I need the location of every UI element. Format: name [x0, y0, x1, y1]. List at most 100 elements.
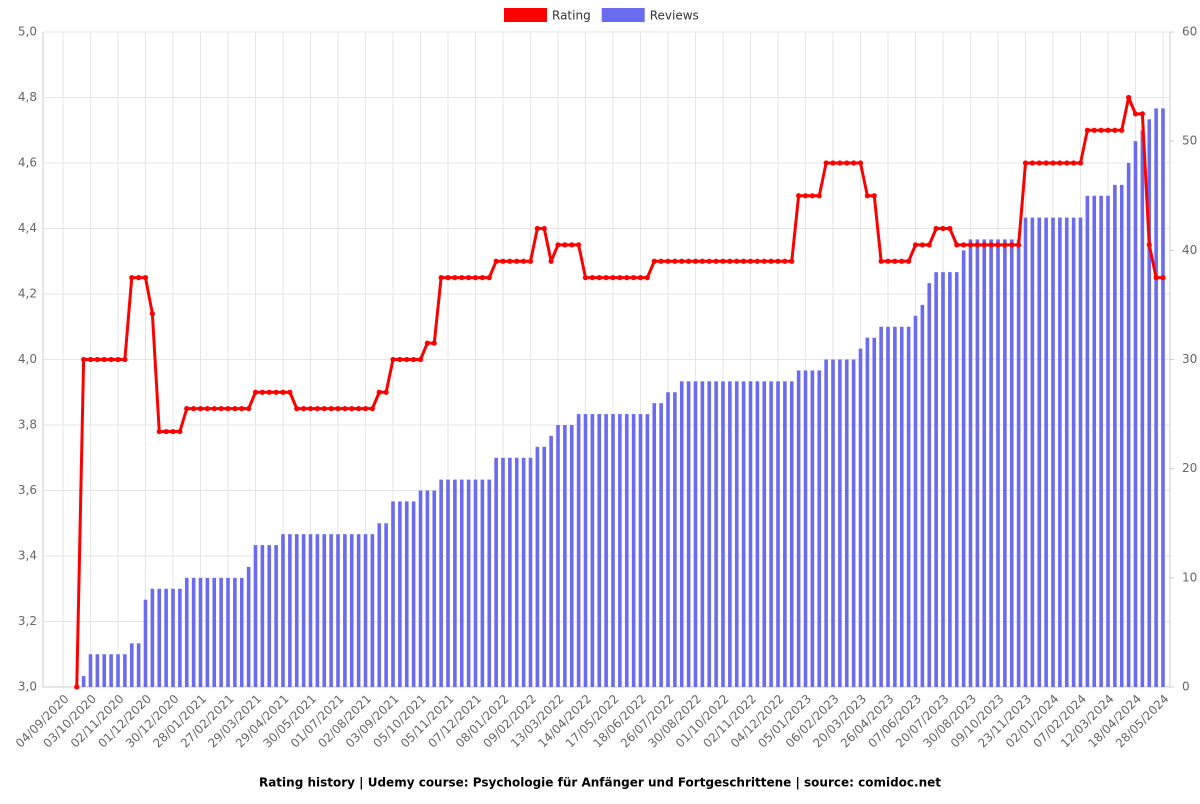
- rating-point: [816, 193, 822, 199]
- rating-point: [617, 275, 623, 281]
- bar: [363, 534, 368, 687]
- bar: [1003, 239, 1007, 687]
- rating-point: [1126, 94, 1132, 101]
- rating-point: [466, 275, 472, 281]
- rating-point: [906, 258, 912, 264]
- rating-point: [383, 389, 389, 395]
- bar: [1106, 195, 1110, 687]
- bar: [205, 577, 210, 687]
- bar: [1078, 217, 1083, 688]
- rating-point: [885, 258, 891, 264]
- rating-point: [823, 160, 829, 166]
- rating-point: [411, 356, 417, 363]
- y-tick-label: 3,6: [18, 483, 37, 497]
- bar: [576, 414, 581, 687]
- rating-point: [521, 258, 527, 264]
- y2-tick-label: 0: [1182, 680, 1190, 694]
- rating-point: [1105, 127, 1111, 133]
- bar: [432, 490, 437, 687]
- rating-point: [486, 275, 492, 281]
- rating-point: [431, 340, 437, 346]
- bar: [638, 414, 643, 687]
- bar: [1092, 195, 1097, 687]
- rating-point: [1139, 111, 1145, 117]
- rating-point: [603, 275, 609, 281]
- rating-point: [349, 406, 355, 412]
- rating-point: [692, 258, 699, 264]
- rating-point: [954, 242, 960, 248]
- rating-point: [87, 356, 94, 363]
- bar: [906, 326, 911, 687]
- bar: [707, 381, 712, 687]
- bar: [954, 272, 959, 687]
- rating-point: [266, 389, 272, 395]
- rating-point: [1084, 127, 1090, 133]
- bar: [783, 381, 787, 687]
- y-tick-label: 4,6: [18, 156, 37, 170]
- bar: [95, 654, 100, 687]
- rating-point: [142, 275, 149, 281]
- bar: [370, 534, 375, 687]
- chart-title: Rating history | Udemy course: Psycholog…: [259, 776, 941, 790]
- bar: [810, 370, 815, 687]
- bar: [789, 381, 794, 687]
- y-tick-label: 4,8: [18, 90, 37, 104]
- rating-point: [802, 193, 809, 199]
- rating-point: [273, 389, 279, 395]
- rating-point: [252, 389, 259, 395]
- bar: [824, 359, 828, 687]
- rating-point: [115, 356, 121, 363]
- bar: [796, 370, 801, 687]
- rating-point: [912, 242, 919, 248]
- bar: [233, 577, 237, 687]
- rating-point: [899, 258, 905, 264]
- rating-point: [101, 356, 107, 363]
- bar: [961, 250, 966, 688]
- legend-label: Rating: [552, 9, 591, 23]
- bar: [776, 381, 780, 687]
- rating-point: [851, 160, 857, 166]
- rating-point: [686, 258, 692, 264]
- rating-point: [926, 242, 932, 248]
- rating-point: [1160, 275, 1166, 281]
- rating-point: [782, 258, 788, 264]
- rating-point: [74, 684, 80, 690]
- bar: [274, 545, 278, 687]
- bar: [624, 414, 629, 687]
- rating-point: [1029, 160, 1035, 166]
- bar: [178, 588, 182, 687]
- rating-point: [493, 258, 499, 264]
- rating-point: [857, 160, 864, 166]
- bar: [631, 414, 636, 687]
- rating-point: [768, 258, 774, 264]
- bar: [762, 381, 767, 687]
- rating-point: [741, 258, 747, 264]
- bar: [294, 534, 299, 687]
- bar: [899, 326, 904, 687]
- bar: [769, 381, 773, 687]
- rating-point: [864, 193, 870, 199]
- bar: [329, 534, 333, 687]
- bar: [384, 523, 388, 687]
- bar: [246, 566, 251, 687]
- bar: [734, 381, 739, 687]
- bar: [645, 414, 650, 687]
- bar: [1030, 217, 1035, 688]
- rating-point: [294, 406, 300, 412]
- rating-point: [644, 275, 650, 281]
- bar: [239, 577, 244, 687]
- bar: [611, 414, 615, 687]
- bar: [803, 370, 808, 687]
- y-tick-label: 4,0: [18, 352, 37, 366]
- bar: [1044, 217, 1048, 688]
- rating-point: [342, 406, 348, 412]
- bar: [308, 534, 313, 687]
- bar: [459, 479, 464, 687]
- rating-point: [665, 258, 671, 264]
- bar: [1009, 239, 1014, 687]
- y2-tick-label: 30: [1182, 352, 1197, 366]
- rating-point: [129, 275, 135, 281]
- legend-label: Reviews: [650, 9, 699, 23]
- bar: [920, 304, 925, 687]
